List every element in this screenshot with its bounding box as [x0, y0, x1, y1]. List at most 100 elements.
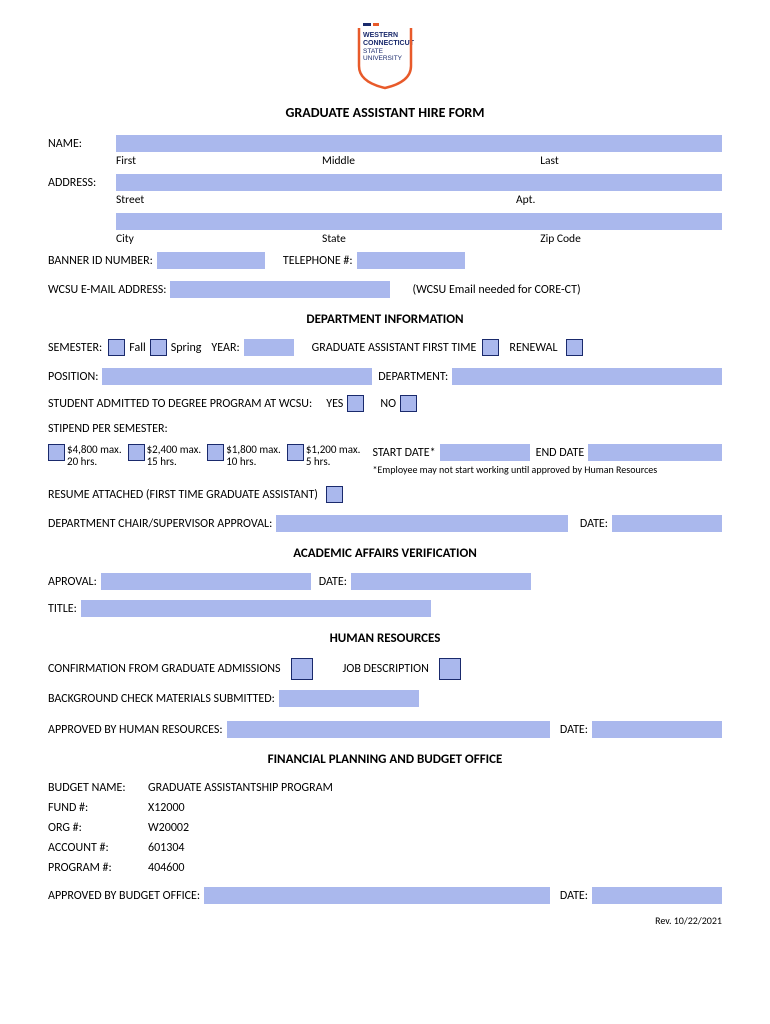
resume-checkbox[interactable]	[326, 486, 343, 503]
name-input[interactable]	[116, 135, 722, 152]
chair-date-input[interactable]	[612, 515, 722, 532]
stipend-checkbox-1[interactable]	[128, 444, 145, 461]
resume-label: RESUME ATTACHED (FIRST TIME GRADUATE ASS…	[48, 488, 318, 502]
academic-date-label: DATE:	[319, 575, 347, 589]
approved-budget-row: APPROVED BY BUDGET OFFICE: DATE:	[48, 887, 722, 904]
svg-text:STATE: STATE	[363, 48, 384, 55]
no-checkbox[interactable]	[400, 395, 417, 412]
admitted-row: STUDENT ADMITTED TO DEGREE PROGRAM AT WC…	[48, 395, 722, 412]
approved-budget-label: APPROVED BY BUDGET OFFICE:	[48, 889, 200, 903]
stipend-checkbox-0[interactable]	[48, 444, 65, 461]
zip-label: Zip Code	[540, 232, 722, 246]
program-label: PROGRAM #:	[48, 859, 148, 877]
wcsu-email-input[interactable]	[170, 281, 390, 298]
fund-label: FUND #:	[48, 799, 148, 817]
semester-label: SEMESTER:	[48, 341, 102, 355]
budget-section-title: FINANCIAL PLANNING AND BUDGET OFFICE	[48, 752, 722, 767]
address-label: ADDRESS:	[48, 176, 116, 190]
chair-date-label: DATE:	[580, 517, 608, 531]
ga-first-time-checkbox[interactable]	[482, 339, 499, 356]
bg-check-input[interactable]	[279, 690, 419, 707]
stipend-hours-2: 10 hrs.	[226, 456, 281, 468]
hr-date-label: DATE:	[560, 723, 588, 737]
start-date-note: *Employee may not start working until ap…	[372, 463, 722, 476]
hr-date-input[interactable]	[592, 721, 722, 738]
department-input[interactable]	[452, 368, 722, 385]
stipend-options-row: $4,800 max. 20 hrs. $2,400 max. 15 hrs. …	[48, 444, 722, 476]
stipend-hours-0: 20 hrs.	[67, 456, 122, 468]
budget-date-input[interactable]	[592, 887, 722, 904]
street-label: Street	[116, 193, 516, 207]
fall-checkbox[interactable]	[108, 339, 125, 356]
address-street-input[interactable]	[116, 174, 722, 191]
address-sublabels-2: City State Zip Code	[48, 232, 722, 246]
renewal-checkbox[interactable]	[566, 339, 583, 356]
university-logo: WESTERN CONNECTICUT STATE UNIVERSITY	[349, 20, 421, 96]
banner-id-label: BANNER ID NUMBER:	[48, 254, 153, 268]
email-row: WCSU E-MAIL ADDRESS: (WCSU Email needed …	[48, 281, 722, 298]
svg-text:UNIVERSITY: UNIVERSITY	[363, 55, 403, 62]
confirmation-label: CONFIRMATION FROM GRADUATE ADMISSIONS	[48, 662, 281, 676]
dept-section-title: DEPARTMENT INFORMATION	[48, 312, 722, 327]
end-date-input[interactable]	[588, 444, 722, 461]
confirmation-checkbox[interactable]	[291, 658, 313, 680]
stipend-checkbox-3[interactable]	[287, 444, 304, 461]
job-desc-checkbox[interactable]	[439, 658, 461, 680]
stipend-option-2: $1,800 max. 10 hrs.	[207, 444, 281, 468]
svg-text:CONNECTICUT: CONNECTICUT	[363, 40, 415, 47]
stipend-hours-1: 15 hrs.	[147, 456, 202, 468]
hr-section-title: HUMAN RESOURCES	[48, 631, 722, 646]
academic-approval-input[interactable]	[101, 573, 311, 590]
position-dept-row: POSITION: DEPARTMENT:	[48, 368, 722, 385]
logo-container: WESTERN CONNECTICUT STATE UNIVERSITY	[48, 20, 722, 96]
account-label: ACCOUNT #:	[48, 839, 148, 857]
apt-label: Apt.	[516, 193, 722, 207]
telephone-input[interactable]	[357, 252, 465, 269]
title-input[interactable]	[81, 600, 431, 617]
account-value: 601304	[148, 839, 185, 857]
chair-approval-input[interactable]	[276, 515, 568, 532]
stipend-label: STIPEND PER SEMESTER:	[48, 422, 168, 436]
year-input[interactable]	[244, 339, 294, 356]
stipend-option-1: $2,400 max. 15 hrs.	[128, 444, 202, 468]
budget-name-label: BUDGET NAME:	[48, 779, 148, 797]
department-label: DEPARTMENT:	[378, 370, 448, 384]
name-middle-label: Middle	[322, 154, 540, 168]
academic-date-input[interactable]	[351, 573, 531, 590]
name-label: NAME:	[48, 137, 116, 151]
academic-section-title: ACADEMIC AFFAIRS VERIFICATION	[48, 546, 722, 561]
position-input[interactable]	[102, 368, 372, 385]
banner-tel-row: BANNER ID NUMBER: TELEPHONE #:	[48, 252, 722, 269]
academic-approval-row: APROVAL: DATE:	[48, 573, 722, 590]
no-label: NO	[380, 397, 396, 411]
approved-hr-input[interactable]	[227, 721, 550, 738]
budget-name-value: GRADUATE ASSISTANTSHIP PROGRAM	[148, 779, 333, 797]
confirmation-row: CONFIRMATION FROM GRADUATE ADMISSIONS JO…	[48, 658, 722, 680]
approved-budget-input[interactable]	[204, 887, 550, 904]
stipend-checkbox-2[interactable]	[207, 444, 224, 461]
banner-id-input[interactable]	[157, 252, 265, 269]
address-city-input[interactable]	[116, 213, 722, 230]
stipend-option-0: $4,800 max. 20 hrs.	[48, 444, 122, 468]
approved-hr-row: APPROVED BY HUMAN RESOURCES: DATE:	[48, 721, 722, 738]
start-date-input[interactable]	[440, 444, 530, 461]
dates-block: START DATE* END DATE *Employee may not s…	[372, 444, 722, 476]
yes-checkbox[interactable]	[347, 395, 364, 412]
semester-row: SEMESTER: Fall Spring YEAR: GRADUATE ASS…	[48, 339, 722, 356]
academic-approval-label: APROVAL:	[48, 575, 97, 589]
job-desc-label: JOB DESCRIPTION	[343, 662, 429, 676]
budget-details: BUDGET NAME: GRADUATE ASSISTANTSHIP PROG…	[48, 779, 722, 877]
title-label: TITLE:	[48, 602, 77, 616]
state-label: State	[322, 232, 540, 246]
org-label: ORG #:	[48, 819, 148, 837]
stipend-label-row: STIPEND PER SEMESTER:	[48, 422, 722, 436]
address-sublabels-1: Street Apt.	[48, 193, 722, 207]
wcsu-email-label: WCSU E-MAIL ADDRESS:	[48, 283, 166, 297]
start-date-label: START DATE*	[372, 446, 435, 460]
revision-date: Rev. 10/22/2021	[48, 914, 722, 927]
name-sublabels: First Middle Last	[48, 154, 722, 168]
stipend-hours-3: 5 hrs.	[306, 456, 361, 468]
renewal-label: RENEWAL	[509, 341, 557, 355]
program-value: 404600	[148, 859, 185, 877]
spring-checkbox[interactable]	[150, 339, 167, 356]
